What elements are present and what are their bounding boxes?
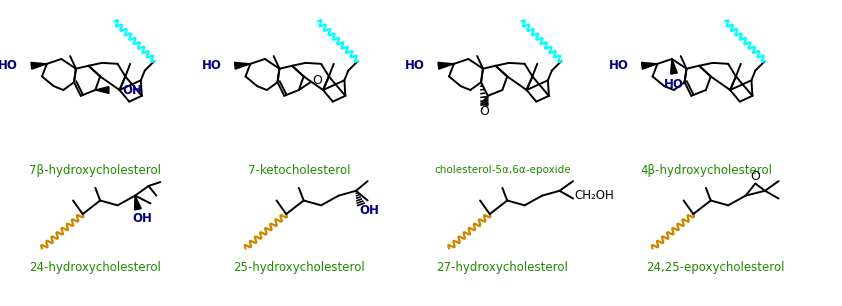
- Polygon shape: [642, 62, 658, 69]
- Polygon shape: [95, 87, 109, 93]
- Text: 27-hydroxycholesterol: 27-hydroxycholesterol: [436, 261, 568, 274]
- Text: OH: OH: [360, 204, 380, 217]
- Text: O: O: [750, 170, 760, 183]
- Text: HO: HO: [664, 78, 684, 91]
- Text: OH: OH: [133, 212, 152, 226]
- Text: 7β-hydroxycholesterol: 7β-hydroxycholesterol: [29, 164, 162, 177]
- Text: HO: HO: [609, 59, 628, 72]
- Polygon shape: [438, 62, 454, 69]
- Text: 7-ketocholesterol: 7-ketocholesterol: [248, 164, 350, 177]
- Text: HO: HO: [405, 59, 425, 72]
- Text: CH₂OH: CH₂OH: [574, 189, 615, 202]
- Text: O: O: [312, 74, 322, 87]
- Text: HO: HO: [201, 59, 221, 72]
- Polygon shape: [234, 62, 250, 69]
- Text: 24-hydroxycholesterol: 24-hydroxycholesterol: [29, 261, 161, 274]
- Text: 25-hydroxycholesterol: 25-hydroxycholesterol: [233, 261, 365, 274]
- Text: 4β-hydroxycholesterol: 4β-hydroxycholesterol: [640, 164, 772, 177]
- Text: 24,25-epoxycholesterol: 24,25-epoxycholesterol: [647, 261, 785, 274]
- Polygon shape: [31, 62, 47, 69]
- Text: cholesterol-5α,6α-epoxide: cholesterol-5α,6α-epoxide: [434, 166, 571, 175]
- Polygon shape: [135, 196, 141, 210]
- Text: OH: OH: [122, 84, 142, 96]
- Text: HO: HO: [0, 59, 18, 72]
- Polygon shape: [670, 59, 677, 74]
- Text: O: O: [479, 105, 489, 118]
